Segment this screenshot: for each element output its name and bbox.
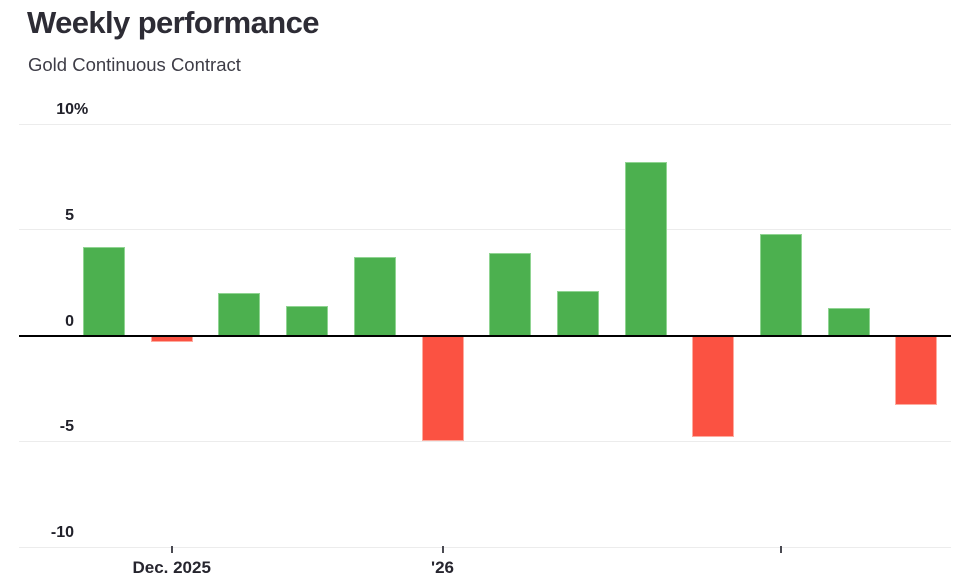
y-axis-label-5: 5 xyxy=(19,206,74,226)
x-axis-tick xyxy=(170,546,173,553)
gridline--5 xyxy=(19,440,951,442)
y-axis-unit-suffix: % xyxy=(74,101,89,118)
x-axis-tick xyxy=(441,546,444,553)
bar-week-1 xyxy=(83,246,125,336)
y-axis-label-0: 0 xyxy=(19,312,74,332)
zero-axis-line xyxy=(19,334,951,337)
chart-subtitle: Gold Continuous Contract xyxy=(28,54,241,75)
bar-week-9 xyxy=(624,162,667,336)
y-axis-label-text: -10 xyxy=(50,524,74,541)
y-axis-label--5: -5 xyxy=(19,417,74,437)
bar-week-11 xyxy=(760,233,802,336)
x-axis-label: Dec. 2025 xyxy=(132,558,211,577)
x-axis-label: '26 xyxy=(431,558,454,577)
bar-week-6 xyxy=(421,335,464,442)
y-axis-label-10: 10% xyxy=(19,100,88,120)
chart-title: Weekly performance xyxy=(27,5,319,40)
y-axis-label-text: 0 xyxy=(65,312,74,330)
y-axis-label--10: -10 xyxy=(19,523,74,543)
bar-week-10 xyxy=(692,335,735,438)
bar-week-7 xyxy=(489,253,532,336)
y-axis-label-text: 5 xyxy=(65,206,74,224)
bar-week-4 xyxy=(286,305,329,336)
bar-week-12 xyxy=(827,308,870,336)
x-axis-tick xyxy=(780,546,782,553)
bar-week-3 xyxy=(218,293,261,336)
bar-week-2 xyxy=(150,335,193,342)
plot-area: 10% 5 0 -5 -10 Dec. 2025 '26 xyxy=(19,101,951,577)
gridline-10 xyxy=(19,123,951,125)
gridline--10 xyxy=(19,546,951,548)
y-axis-label-text: -5 xyxy=(59,418,74,436)
bar-week-5 xyxy=(353,257,396,336)
bar-week-13 xyxy=(895,335,938,406)
gridline-5 xyxy=(19,229,951,231)
y-axis-label-text: 10 xyxy=(56,101,74,118)
bar-week-8 xyxy=(556,291,599,336)
